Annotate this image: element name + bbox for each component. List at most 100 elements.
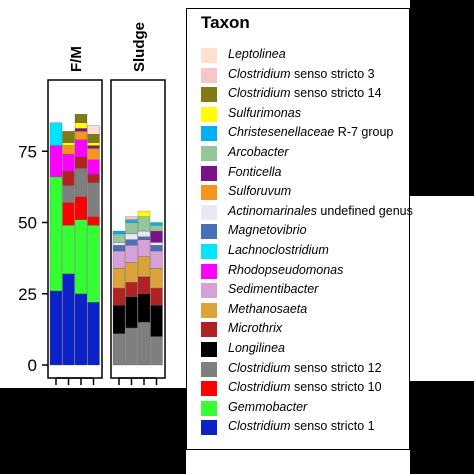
legend-label-italic: Rhodopseudomonas xyxy=(228,262,344,277)
bar-segment xyxy=(49,145,63,178)
bar-segment xyxy=(150,304,163,337)
bar-segment xyxy=(125,262,138,283)
bar-segment xyxy=(62,145,75,155)
bar-segment xyxy=(150,250,163,269)
legend-label-italic: Sedimentibacter xyxy=(228,282,319,297)
bar-segment xyxy=(125,327,138,366)
legend: Taxon Leptolinea Clostridium senso strict… xyxy=(186,8,413,450)
bar-segment xyxy=(112,230,126,235)
legend-swatch xyxy=(201,185,217,201)
bar-segment xyxy=(62,171,75,186)
legend-label-italic: Sulforuvum xyxy=(228,184,292,199)
bar-segment xyxy=(125,282,138,297)
bar-segment xyxy=(112,333,126,366)
legend-label-rest: senso stricto 3 xyxy=(290,66,375,81)
legend-label-italic: Sulfurimonas xyxy=(228,105,301,120)
bar-segment xyxy=(125,219,138,223)
bar-segment xyxy=(112,304,126,334)
legend-label-italic: Arcobacter xyxy=(228,145,289,159)
legend-swatch xyxy=(201,420,217,436)
legend-label: Fonticella xyxy=(228,165,282,179)
bar-segment xyxy=(74,156,88,169)
bar-segment xyxy=(137,322,151,366)
bar-segment xyxy=(150,336,163,366)
bar-segment xyxy=(137,210,151,217)
legend-label: Clostridium senso stricto 3 xyxy=(228,67,375,81)
bar-segment xyxy=(150,245,163,252)
bar-segment xyxy=(137,293,151,323)
bar-segment xyxy=(74,168,88,198)
legend-label-italic: Gemmobacter xyxy=(228,399,308,414)
legend-label: Sulforuvum xyxy=(228,184,291,198)
legend-label: Microthrix xyxy=(228,321,282,335)
legend-swatch xyxy=(201,224,217,240)
bar-segment xyxy=(62,185,75,203)
bar-segment xyxy=(125,239,138,246)
bar-segment xyxy=(150,242,163,246)
legend-swatch xyxy=(201,67,217,83)
legend-swatch xyxy=(201,204,217,220)
bar-segment xyxy=(87,125,100,135)
legend-label-rest: undefined genus xyxy=(316,203,413,218)
legend-label-rest: senso stricto 14 xyxy=(290,86,382,101)
bar-segment xyxy=(87,148,100,160)
legend-label: Actinomarinales undefined genus xyxy=(228,204,413,218)
bar-segment xyxy=(62,225,75,274)
y-tick-label: 25 xyxy=(18,285,37,304)
legend-swatch xyxy=(201,361,217,377)
bar-segment xyxy=(87,145,100,149)
legend-label: Sulfurimonas xyxy=(228,106,301,120)
legend-swatch xyxy=(201,165,217,181)
legend-label: Clostridium senso stricto 12 xyxy=(228,361,382,375)
bar-segment xyxy=(62,142,75,146)
legend-label-italic: Methanosaeta xyxy=(228,301,308,316)
bar-segment xyxy=(125,245,138,263)
bar-segment xyxy=(137,216,151,232)
bar-segment xyxy=(137,230,151,237)
legend-label-italic: Clostridium xyxy=(228,66,291,81)
legend-label-italic: Fonticella xyxy=(228,164,282,179)
legend-label: Magnetovibrio xyxy=(228,223,307,237)
legend-label-italic: Clostridium xyxy=(228,360,291,375)
legend-label: Christesenellaceae R-7 group xyxy=(228,125,393,139)
legend-swatch xyxy=(201,146,217,161)
legend-label-italic: Christesenellaceae xyxy=(228,125,335,140)
legend-label-italic: Actinomarinales xyxy=(228,203,317,218)
bar-segment xyxy=(74,131,88,141)
bar-segment xyxy=(74,128,88,132)
bar-segment xyxy=(62,273,75,366)
legend-label-italic: Clostridium xyxy=(228,86,291,101)
legend-label: Longilinea xyxy=(228,341,285,355)
bar-segment xyxy=(87,173,100,183)
legend-label: Arcobacter xyxy=(228,145,288,159)
legend-label: Clostridium senso stricto 14 xyxy=(228,86,382,100)
legend-label: Lachnoclostridium xyxy=(228,243,329,257)
bar-segment xyxy=(137,256,151,277)
legend-swatch xyxy=(201,126,217,142)
legend-swatch xyxy=(201,302,217,318)
legend-swatch xyxy=(201,400,217,416)
bar-segment xyxy=(137,236,151,240)
legend-swatch xyxy=(201,106,217,122)
legend-label-italic: Clostridium xyxy=(228,419,291,434)
bar-segment xyxy=(62,131,75,143)
legend-label: Methanosaeta xyxy=(228,302,307,316)
bar-segment xyxy=(112,267,126,289)
bar-segment xyxy=(87,133,100,143)
bar-segment xyxy=(150,267,163,289)
bar-segment xyxy=(87,216,100,226)
bar-segment xyxy=(62,202,75,226)
panel-title: F/M xyxy=(68,46,85,72)
bar-segment xyxy=(150,222,163,226)
bar-segment xyxy=(74,196,88,220)
bar-segment xyxy=(150,287,163,306)
bar-segment xyxy=(74,139,88,158)
legend-label-italic: Magnetovibrio xyxy=(228,223,307,238)
bar-segment xyxy=(49,176,63,292)
legend-swatch xyxy=(201,342,217,357)
bar-segment xyxy=(87,142,100,146)
legend-label-italic: Longilinea xyxy=(228,341,285,355)
bar-segment xyxy=(74,293,88,366)
